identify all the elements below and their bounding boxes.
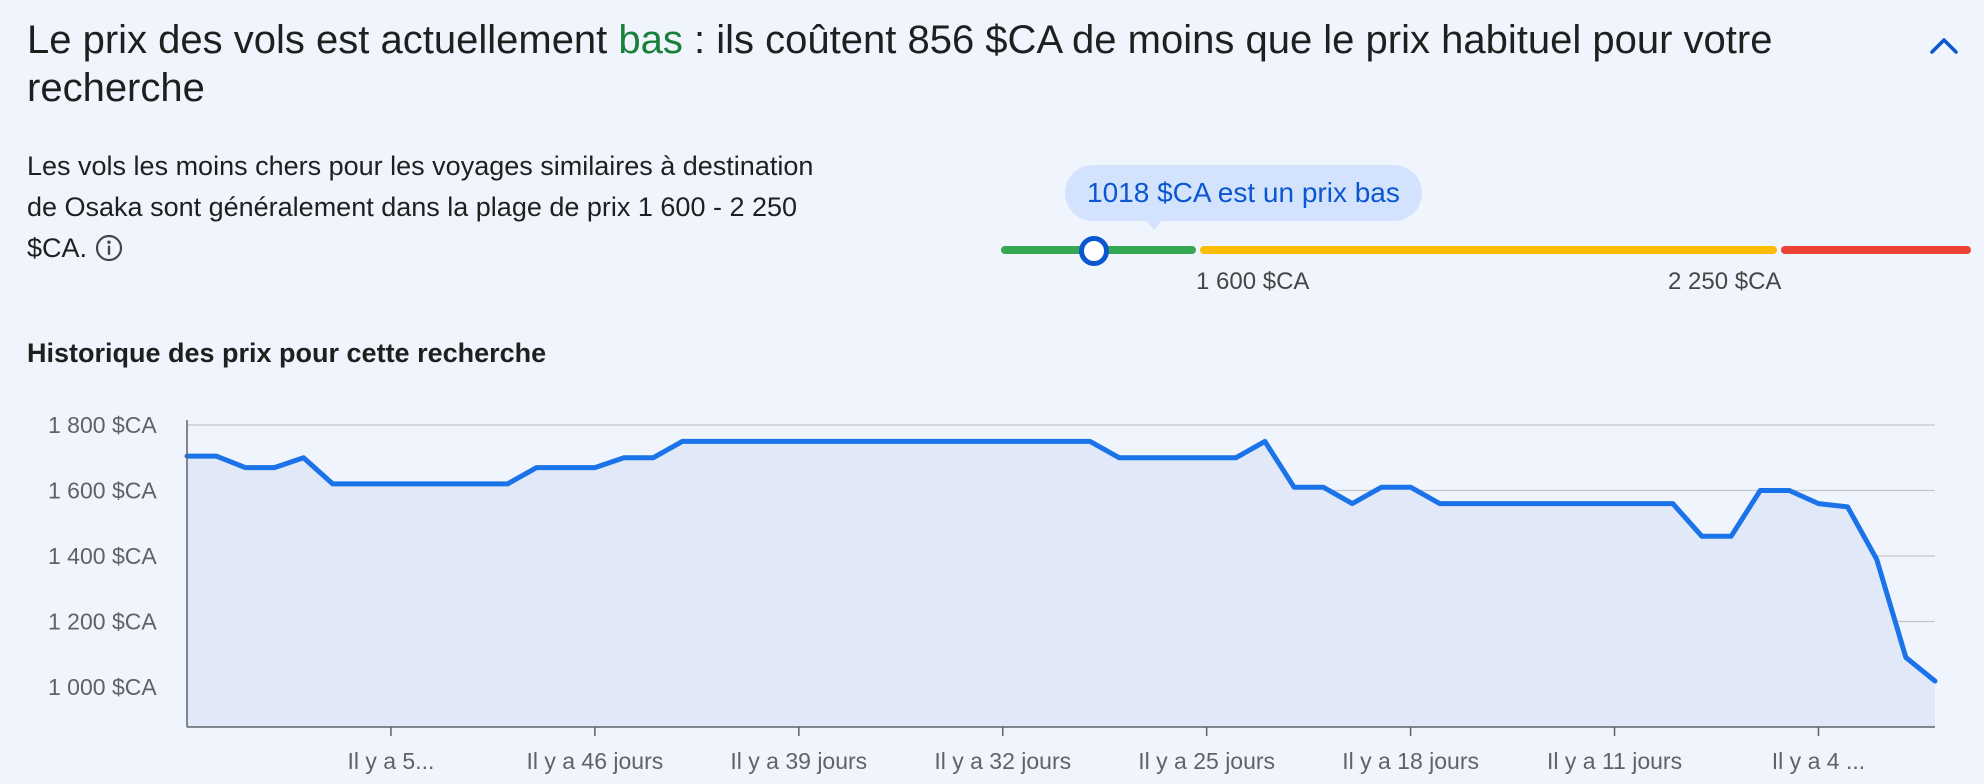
- x-tick-label: Il y a 39 jours: [730, 748, 867, 774]
- price-history-title: Historique des prix pour cette recherche: [27, 338, 547, 368]
- typical-price-description: Les vols les moins chers pour les voyage…: [27, 146, 817, 274]
- description-text: Les vols les moins chers pour les voyage…: [27, 151, 814, 263]
- x-axis-ticks: Il y a 5... Il y a 46 jours Il y a 39 jour…: [347, 727, 1865, 774]
- current-price-bubble: 1018 $CA est un prix bas: [1065, 165, 1422, 221]
- y-tick-label: 1 000 $CA: [48, 674, 157, 700]
- x-tick-label: Il y a 4 ...: [1772, 748, 1865, 774]
- chevron-up-icon: [1930, 38, 1958, 54]
- price-series-line: [184, 438, 1938, 684]
- price-history-chart[interactable]: 1 000 $CA 1 200 $CA 1 400 $CA 1 600 $CA 1 80…: [0, 400, 1984, 784]
- y-tick-label: 1 400 $CA: [48, 543, 157, 569]
- y-axis-ticks: 1 000 $CA 1 200 $CA 1 400 $CA 1 600 $CA 1 80…: [48, 412, 157, 700]
- headline-suffix: : ils coûtent 856 $CA de moins que le pr…: [27, 18, 1773, 110]
- current-price-marker[interactable]: [1079, 236, 1109, 266]
- chart-axes: [186, 420, 1935, 728]
- price-area-fill: [187, 441, 1935, 727]
- y-tick-label: 1 200 $CA: [48, 609, 157, 635]
- x-tick-label: Il y a 5...: [347, 748, 434, 774]
- price-range-indicator: 1018 $CA est un prix bas 1 600 $CA 2 250…: [995, 160, 1975, 300]
- bubble-pointer: [1145, 219, 1163, 230]
- high-price-segment: [1781, 246, 1971, 254]
- typical-price-segment: [1200, 246, 1777, 254]
- x-tick-label: Il y a 46 jours: [526, 748, 663, 774]
- x-tick-label: Il y a 18 jours: [1342, 748, 1479, 774]
- x-tick-label: Il y a 32 jours: [934, 748, 1071, 774]
- x-tick-label: Il y a 11 jours: [1547, 748, 1682, 774]
- y-tick-label: 1 600 $CA: [48, 478, 157, 504]
- range-low-label: 1 600 $CA: [1196, 268, 1310, 295]
- x-tick-label: Il y a 25 jours: [1138, 748, 1275, 774]
- collapse-button[interactable]: [1920, 22, 1968, 70]
- range-high-label: 2 250 $CA: [1668, 268, 1782, 295]
- y-tick-label: 1 800 $CA: [48, 412, 157, 438]
- info-icon[interactable]: [95, 233, 123, 274]
- price-headline: Le prix des vols est actuellement bas : …: [27, 16, 1887, 112]
- headline-prefix: Le prix des vols est actuellement: [27, 18, 619, 62]
- price-level-highlight: bas: [618, 18, 683, 62]
